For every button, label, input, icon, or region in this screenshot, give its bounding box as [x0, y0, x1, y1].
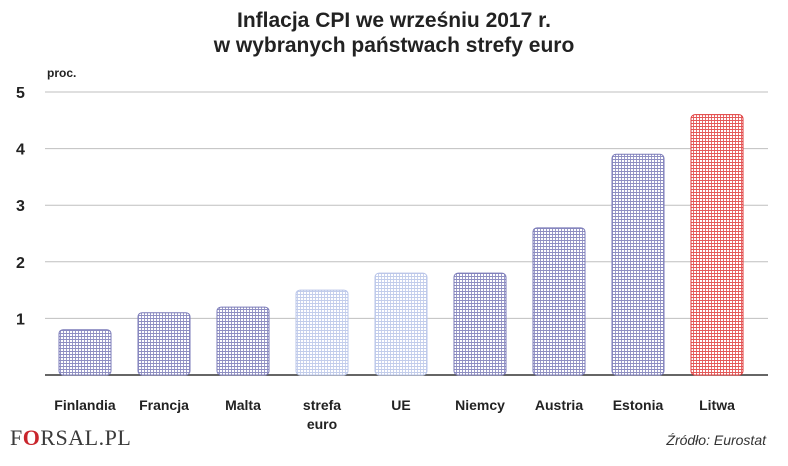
bar	[374, 272, 428, 376]
bar	[58, 329, 112, 376]
y-tick-label: 4	[16, 142, 25, 159]
x-tick-label: Austria	[535, 397, 583, 413]
x-tick-label: strefa	[303, 397, 341, 413]
bar	[690, 114, 744, 376]
chart-title: Inflacja CPI we wrześniu 2017 r. w wybra…	[0, 8, 788, 58]
chart-title-line1: Inflacja CPI we wrześniu 2017 r.	[237, 9, 551, 32]
source-note: Źródło: Eurostat	[666, 432, 766, 448]
y-tick-label: 5	[16, 85, 25, 102]
y-tick-label: 1	[16, 311, 25, 328]
x-tick-label: Niemcy	[455, 397, 505, 413]
x-tick-label: Litwa	[699, 397, 735, 413]
bar	[611, 153, 665, 376]
forsal-logo: FORSAL.PL	[10, 425, 132, 450]
y-tick-label: 2	[16, 255, 25, 272]
y-tick-label: 3	[16, 198, 25, 215]
x-tick-label: euro	[307, 416, 337, 432]
chart-title-line2: w wybranych państwach strefy euro	[213, 34, 575, 57]
bar	[532, 227, 586, 376]
y-axis-label: proc.	[47, 66, 76, 80]
x-tick-label: Estonia	[613, 397, 664, 413]
bar	[216, 306, 270, 376]
x-tick-label: UE	[391, 397, 410, 413]
x-tick-label: Malta	[225, 397, 261, 413]
x-tick-label: Finlandia	[54, 397, 116, 413]
bar	[137, 312, 191, 376]
bar	[453, 272, 507, 376]
x-tick-label: Francja	[139, 397, 189, 413]
bar	[295, 289, 349, 376]
